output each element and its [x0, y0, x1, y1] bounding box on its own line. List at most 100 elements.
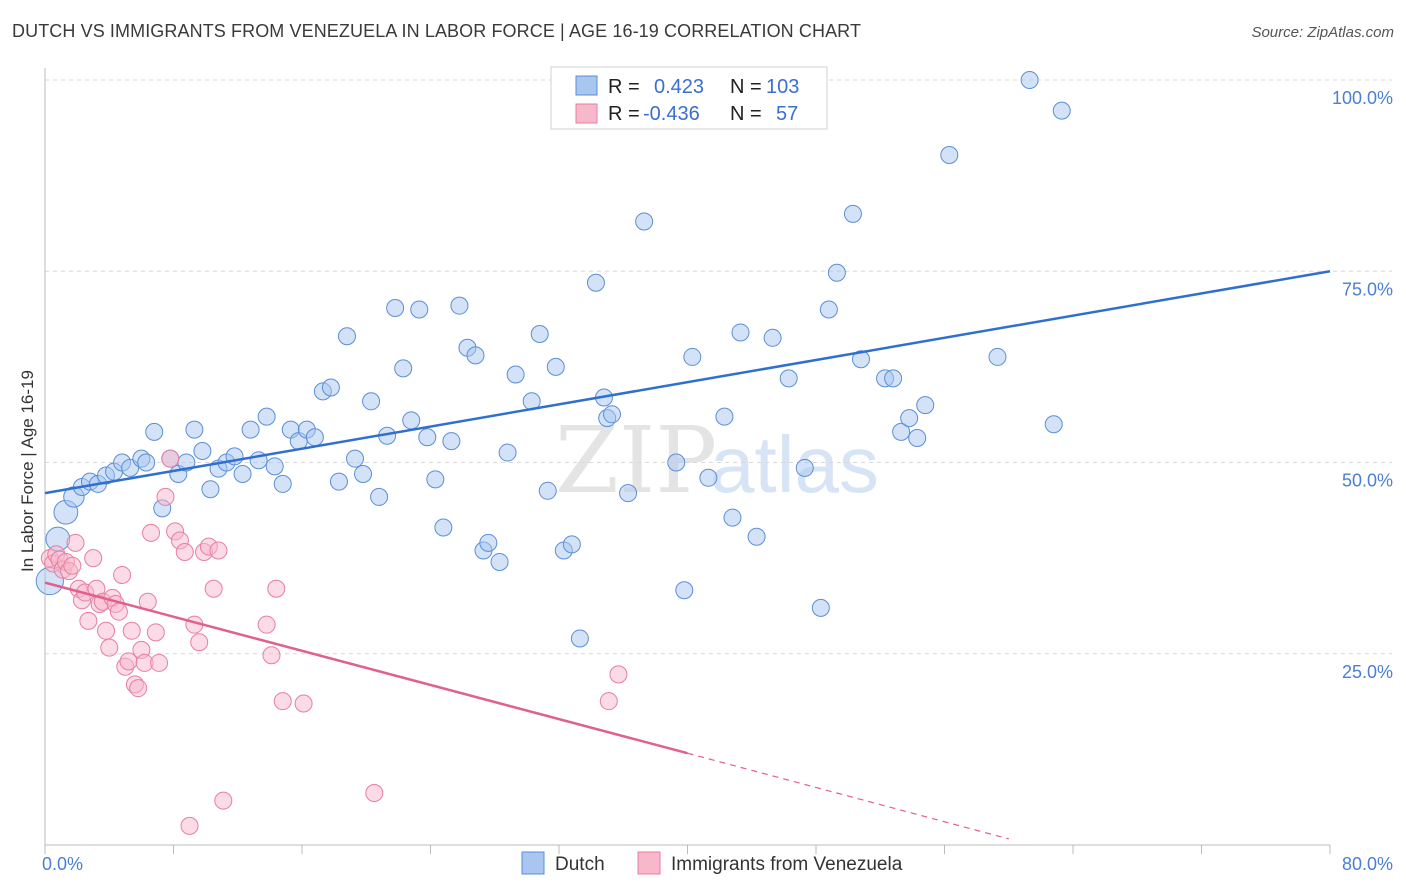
- chart-source: Source: ZipAtlas.com: [1251, 24, 1394, 41]
- dutch-point: [498, 443, 517, 462]
- dutch-point: [747, 527, 766, 546]
- bottom-legend-dutch-swatch: [521, 851, 545, 875]
- dutch-point: [795, 458, 814, 477]
- bottom-legend: Dutch Immigrants from Venezuela: [521, 851, 903, 875]
- legend-dutch-swatch: [575, 75, 598, 96]
- dutch-point: [201, 480, 220, 499]
- bottom-legend-venezuela-label: Immigrants from Venezuela: [671, 854, 903, 875]
- dutch-point: [402, 411, 421, 430]
- dutch-point: [603, 405, 622, 424]
- dutch-point: [273, 474, 292, 493]
- dutch-point: [779, 369, 798, 388]
- x-tick-label-max: 80.0%: [1342, 854, 1393, 874]
- dutch-point: [233, 464, 252, 483]
- venezuela-point: [113, 565, 132, 584]
- dutch-point: [675, 581, 694, 600]
- venezuela-point: [294, 694, 313, 713]
- venezuela-point: [84, 549, 103, 568]
- bottom-legend-dutch-label: Dutch: [555, 854, 605, 875]
- dutch-point: [346, 449, 365, 468]
- venezuela-point: [97, 621, 116, 640]
- venezuela-point: [365, 783, 384, 802]
- dutch-point: [586, 273, 605, 292]
- dutch-point: [884, 369, 903, 388]
- dutch-point: [843, 204, 862, 223]
- dutch-point: [667, 453, 686, 472]
- dutch-point: [619, 484, 638, 503]
- dutch-point: [442, 432, 461, 451]
- venezuela-trend-line: [44, 581, 688, 755]
- dutch-point: [892, 422, 911, 441]
- venezuela-point: [180, 816, 199, 835]
- watermark-zip: ZIP: [555, 407, 717, 514]
- dutch-trend-line: [44, 270, 1331, 495]
- venezuela-point: [262, 646, 281, 665]
- dutch-point: [635, 212, 654, 231]
- dutch-point: [479, 533, 498, 552]
- dutch-points: [35, 71, 1071, 648]
- dutch-point: [763, 328, 782, 347]
- dutch-point: [570, 629, 589, 648]
- dutch-point: [900, 409, 919, 428]
- dutch-point: [137, 453, 156, 472]
- venezuela-point: [156, 487, 175, 506]
- dutch-point: [410, 300, 429, 319]
- dutch-point: [386, 298, 405, 317]
- y-tick-label: 25.0%: [1342, 662, 1393, 682]
- venezuela-point: [100, 638, 119, 657]
- dutch-point: [265, 457, 284, 476]
- dutch-point: [362, 392, 381, 411]
- legend-dutch-r-label: R =: [608, 76, 640, 98]
- dutch-point: [827, 263, 846, 282]
- dutch-point: [193, 442, 212, 461]
- dutch-point: [185, 420, 204, 439]
- legend-dutch-n-label: N =: [730, 76, 762, 98]
- y-axis-label: In Labor Force | Age 16-19: [18, 370, 37, 572]
- venezuela-point: [257, 615, 276, 634]
- dutch-point: [329, 472, 348, 491]
- trend-lines: [44, 270, 1331, 840]
- venezuela-point: [209, 541, 228, 560]
- dutch-point: [819, 300, 838, 319]
- dutch-point: [562, 535, 581, 554]
- dutch-point: [321, 378, 340, 397]
- venezuela-point: [129, 679, 148, 698]
- dutch-point: [434, 518, 453, 537]
- chart-title: DUTCH VS IMMIGRANTS FROM VENEZUELA IN LA…: [12, 21, 862, 41]
- top-legend: R = 0.423 N = 103 R = -0.436 N = 57: [550, 66, 828, 130]
- venezuela-point: [190, 633, 209, 652]
- dutch-point: [811, 598, 830, 617]
- legend-venezuela-swatch: [575, 103, 598, 124]
- dutch-point: [715, 407, 734, 426]
- dutch-point: [466, 346, 485, 365]
- dutch-point: [490, 552, 509, 571]
- venezuela-point: [204, 579, 223, 598]
- legend-venezuela-r-label: R =: [608, 103, 640, 125]
- venezuela-point: [66, 533, 85, 552]
- venezuela-point: [599, 692, 618, 711]
- dutch-point: [988, 347, 1007, 366]
- dutch-point: [305, 428, 324, 447]
- dutch-point: [257, 407, 276, 426]
- dutch-point: [1044, 415, 1063, 434]
- legend-dutch-n-value: 103: [766, 76, 799, 98]
- dutch-point: [683, 347, 702, 366]
- dutch-point: [851, 350, 870, 369]
- y-tick-label: 50.0%: [1342, 471, 1393, 491]
- bottom-legend-venezuela-swatch: [637, 851, 661, 875]
- venezuela-point: [175, 543, 194, 562]
- legend-dutch-r-value: 0.423: [654, 76, 704, 98]
- dutch-point: [1052, 101, 1071, 120]
- venezuela-point: [122, 621, 141, 640]
- dutch-point: [699, 468, 718, 487]
- dutch-point: [731, 323, 750, 342]
- dutch-point: [418, 428, 437, 447]
- x-tick-label-min: 0.0%: [42, 854, 83, 874]
- legend-venezuela-n-value: 57: [776, 103, 798, 125]
- dutch-point: [506, 365, 525, 384]
- legend-venezuela-n-label: N =: [730, 103, 762, 125]
- dutch-point: [241, 420, 260, 439]
- venezuela-point: [273, 692, 292, 711]
- venezuela-point: [63, 556, 82, 575]
